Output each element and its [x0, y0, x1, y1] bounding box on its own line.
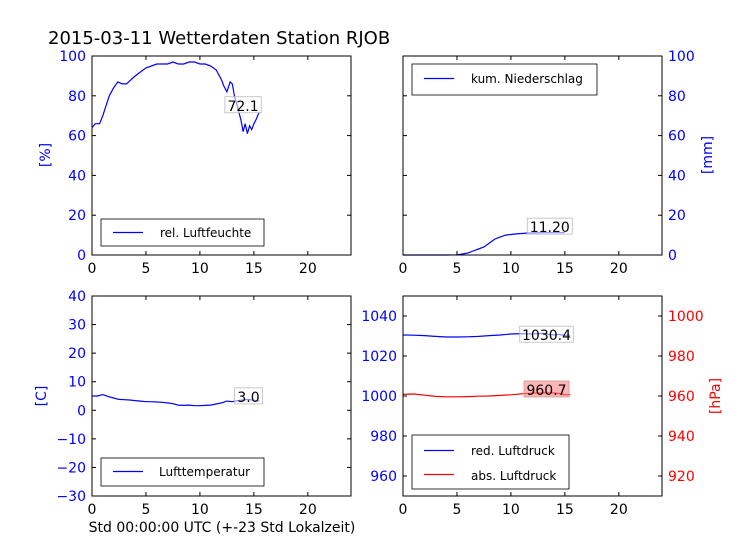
- x-tick-label: 0: [399, 502, 408, 518]
- legend-entry-humidity: rel. Luftfeuchte: [160, 226, 251, 240]
- legend-entry-temperature: Lufttemperatur: [159, 465, 250, 479]
- x-tick-label: 5: [452, 261, 461, 277]
- y-tick-label: 20: [668, 208, 686, 224]
- x-axis-label: Std 00:00:00 UTC (+-23 Std Lokalzeit): [89, 520, 356, 536]
- x-tick-label: 15: [245, 502, 263, 518]
- y-tick-label: 100: [59, 49, 86, 65]
- y-tick-label: 0: [668, 248, 677, 264]
- y-axis-label: [C]: [34, 386, 50, 407]
- axes-frame: [91, 55, 352, 256]
- y-tick-label: 980: [370, 429, 397, 445]
- y-tick-label: 940: [668, 429, 695, 445]
- y-tick-label: 1040: [361, 309, 397, 325]
- y-tick-label: 10: [68, 375, 86, 391]
- legend-entry-precipitation: kum. Niederschlag: [471, 72, 583, 86]
- legend: kum. Niederschlag: [411, 63, 598, 96]
- x-tick-label: 0: [88, 261, 97, 277]
- value-annotation: 1030.4: [522, 328, 571, 344]
- y-axis-label-right: [hPa]: [708, 378, 724, 414]
- annotation-box: [234, 387, 263, 405]
- y-tick-label: 20: [68, 346, 86, 362]
- panel-precipitation: 0 5 10 15 20 0 20 40 60 80 100 [mm] 11.20 kum. Nie…: [399, 49, 716, 277]
- legend-entry-absolute-pressure: abs. Luftdruck: [471, 469, 556, 483]
- value-annotation: 72.1: [227, 99, 258, 115]
- y-tick-label: 960: [668, 389, 695, 405]
- panel-pressure: 0 5 10 15 20 960 980 1000 1020 1040 920 940 960 980 10…: [361, 295, 724, 518]
- y-tick-label: −10: [56, 432, 86, 448]
- y-tick-label: 60: [668, 129, 686, 145]
- y-tick-label: 40: [668, 168, 686, 184]
- y-tick-label: 980: [668, 349, 695, 365]
- y-tick-label: 1000: [361, 389, 397, 405]
- x-tick-label: 15: [556, 261, 574, 277]
- y-tick-label: 1020: [361, 349, 397, 365]
- panel-temperature: 0 5 10 15 20 −30 −20 −10 0 10 20 30 40 [C] 3.0 Luftt…: [34, 289, 352, 518]
- series-line-humidity: [91, 61, 260, 134]
- x-tick-label: 0: [399, 261, 408, 277]
- x-tick-label: 20: [610, 261, 628, 277]
- value-annotation: 3.0: [237, 390, 259, 406]
- legend-box: [411, 63, 598, 96]
- y-tick-label: 60: [68, 129, 86, 145]
- y-axis-label: [mm]: [700, 136, 716, 174]
- x-tick-label: 10: [502, 502, 520, 518]
- x-tick-label: 20: [299, 261, 317, 277]
- axes-frame: [402, 55, 663, 256]
- x-tick-label: 5: [141, 261, 150, 277]
- panel-humidity: 0 5 10 15 20 0 20 40 60 80 100 [%] 72.1 rel. Luftf…: [38, 49, 352, 277]
- y-tick-label: 20: [68, 208, 86, 224]
- legend-entry-reduced-pressure: red. Luftdruck: [471, 444, 555, 458]
- legend: red. Luftdruck abs. Luftdruck: [411, 434, 570, 490]
- axes-frame: [91, 295, 352, 497]
- series-line-temperature: [92, 393, 260, 407]
- legend-box: [411, 434, 570, 490]
- y-tick-label: 0: [77, 248, 86, 264]
- y-tick-label: 920: [668, 469, 695, 485]
- figure-title: 2015-03-11 Wetterdaten Station RJOB: [48, 28, 390, 49]
- annotation-box: [526, 217, 573, 235]
- y-axis-label: [%]: [38, 143, 54, 167]
- x-tick-label: 5: [141, 502, 150, 518]
- legend: Lufttemperatur: [100, 457, 265, 487]
- y-tick-label: −30: [56, 489, 86, 505]
- annotation-box: [523, 380, 570, 398]
- value-annotation: 11.20: [530, 220, 570, 236]
- x-tick-label: 20: [610, 502, 628, 518]
- axes-frame: [402, 295, 663, 497]
- y-tick-label: 40: [68, 168, 86, 184]
- x-tick-label: 10: [191, 502, 209, 518]
- y-tick-label: 30: [68, 318, 86, 334]
- y-tick-label: 100: [668, 49, 695, 65]
- y-tick-label: 80: [68, 89, 86, 105]
- legend: rel. Luftfeuchte: [100, 218, 265, 247]
- y-tick-label: 80: [668, 89, 686, 105]
- x-tick-label: 0: [88, 502, 97, 518]
- y-tick-label: 0: [77, 403, 86, 419]
- y-tick-label: −20: [56, 460, 86, 476]
- x-tick-label: 15: [556, 502, 574, 518]
- x-tick-label: 10: [502, 261, 520, 277]
- y-tick-label: 1000: [668, 309, 704, 325]
- annotation-box: [519, 325, 574, 343]
- value-annotation: 960.7: [526, 383, 566, 399]
- y-tick-label: 40: [68, 289, 86, 305]
- y-tick-label: 960: [370, 469, 397, 485]
- x-tick-label: 5: [452, 502, 461, 518]
- x-tick-label: 10: [191, 261, 209, 277]
- x-tick-label: 15: [245, 261, 263, 277]
- annotation-box: [224, 96, 262, 114]
- x-tick-label: 20: [299, 502, 317, 518]
